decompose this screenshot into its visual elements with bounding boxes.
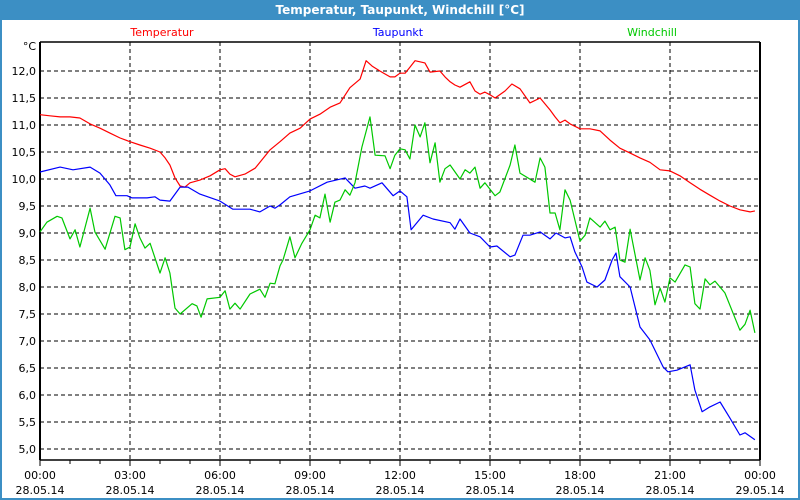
x-tick-time: 06:00 [204, 469, 236, 482]
y-axis-unit-label: °C [23, 40, 37, 53]
y-tick-label: 6,5 [19, 362, 37, 375]
x-tick-date: 28.05.14 [196, 484, 245, 497]
y-tick-label: 7,0 [19, 335, 37, 348]
y-tick-label: 12,0 [12, 65, 37, 78]
series-line-temperatur [39, 60, 756, 213]
x-tick-time: 00:00 [744, 469, 776, 482]
x-tick-time: 12:00 [384, 469, 416, 482]
y-tick-label: 8,0 [19, 281, 37, 294]
x-tick-date: 28.05.14 [106, 484, 155, 497]
x-tick-time: 00:00 [24, 469, 56, 482]
x-tick-date: 28.05.14 [646, 484, 695, 497]
y-tick-label: 8,5 [19, 254, 37, 267]
y-tick-label: 11,0 [12, 119, 37, 132]
x-tick-date: 28.05.14 [376, 484, 425, 497]
x-tick-date: 29.05.14 [736, 484, 785, 497]
legend-taupunkt: Taupunkt [372, 26, 424, 39]
x-tick-time: 18:00 [564, 469, 596, 482]
x-tick-date: 28.05.14 [16, 484, 65, 497]
plot-area [40, 42, 760, 460]
y-tick-label: 9,0 [19, 227, 37, 240]
x-tick-time: 15:00 [474, 469, 506, 482]
y-tick-label: 5,0 [19, 443, 37, 456]
x-tick-date: 28.05.14 [466, 484, 515, 497]
x-tick-time: 21:00 [654, 469, 686, 482]
y-tick-label: 5,5 [19, 416, 37, 429]
y-tick-label: 7,5 [19, 308, 37, 321]
series-line-windchill [39, 116, 756, 334]
x-tick-date: 28.05.14 [286, 484, 335, 497]
legend-windchill: Windchill [627, 26, 677, 39]
y-tick-label: 10,0 [12, 173, 37, 186]
y-tick-label: 11,5 [12, 92, 37, 105]
x-tick-time: 09:00 [294, 469, 326, 482]
x-tick-date: 28.05.14 [556, 484, 605, 497]
x-tick-time: 03:00 [114, 469, 146, 482]
series-line-taupunkt [39, 166, 756, 441]
y-tick-label: 6,0 [19, 389, 37, 402]
y-tick-label: 10,5 [12, 146, 37, 159]
window-title: Temperatur, Taupunkt, Windchill [°C] [2, 0, 798, 20]
y-tick-label: 9,5 [19, 200, 37, 213]
legend-temperatur: Temperatur [129, 26, 194, 39]
